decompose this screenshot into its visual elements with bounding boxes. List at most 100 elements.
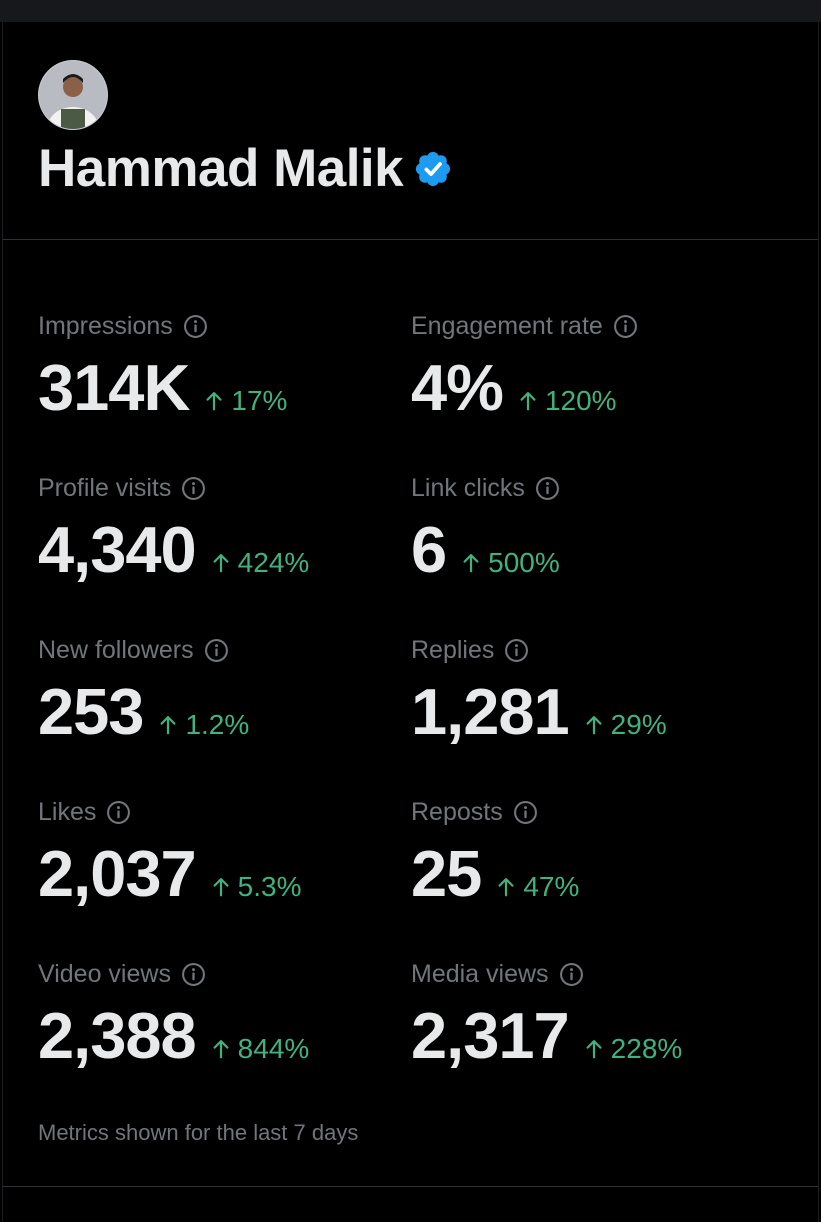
up-arrow [520,392,536,411]
up-arrow [586,716,602,735]
metric-label: Engagement rate [411,311,603,340]
metric-label: Video views [38,959,171,988]
metric-card: Impressions 314K 17% [38,306,411,468]
metric-label: Replies [411,635,495,664]
up-arrow [160,716,176,735]
metric-value-row: 4,340 424% [38,512,411,588]
metric-value: 25 [411,837,482,910]
metric-change: 29% [610,709,667,740]
metric-value: 2,037 [38,837,197,910]
metrics-grid: Impressions 314K 17% Engagement rate 4% 120% P… [38,306,798,1116]
metric-change: 424% [237,547,310,578]
info-icon[interactable] [181,962,206,987]
verified-badge [416,151,451,186]
metric-value: 314K [38,351,190,424]
metric-change-row: 5.3% [210,871,302,903]
metric-change: 228% [610,1033,683,1064]
metric-card: Replies 1,281 29% [411,630,784,792]
info-icon[interactable] [513,800,538,825]
metric-card: Reposts 25 47% [411,792,784,954]
metric-change: 47% [523,871,580,902]
metric-label-row: Media views [411,954,784,994]
metric-value-row: 4% 120% [411,350,784,426]
metric-value: 2,388 [38,999,197,1072]
metric-change-row: 47% [495,871,579,903]
metric-value-row: 253 1.2% [38,674,411,750]
info-icon[interactable] [559,962,584,987]
metric-value-row: 2,388 844% [38,998,411,1074]
metric-change-row: 17% [203,385,287,417]
metric-label-row: Engagement rate [411,306,784,346]
metric-label: Link clicks [411,473,525,502]
metric-change: 1.2% [185,709,250,740]
metric-value-row: 1,281 29% [411,674,784,750]
up-arrow [213,1040,229,1059]
metric-label-row: Profile visits [38,468,411,508]
metric-change-row: 500% [460,547,560,579]
metric-card: Link clicks 6 500% [411,468,784,630]
frame [2,22,819,1222]
up-arrow [586,1040,602,1059]
metric-value-row: 314K 17% [38,350,411,426]
metric-card: New followers 253 1.2% [38,630,411,792]
top-bar [0,0,821,22]
up-arrow [213,878,229,897]
divider [3,1186,818,1187]
metric-change: 120% [544,385,617,416]
metric-change-row: 29% [583,709,667,741]
profile-name: Hammad Malik [38,139,404,198]
up-arrow [463,554,479,573]
metric-label: New followers [38,635,194,664]
info-icon[interactable] [183,314,208,339]
metric-change-row: 228% [583,1033,683,1065]
metric-value-row: 6 500% [411,512,784,588]
profile-name-row: Hammad Malik [38,138,453,199]
metric-label: Likes [38,797,97,826]
avatar[interactable] [37,59,109,131]
info-icon[interactable] [106,800,131,825]
metric-change-row: 424% [210,547,310,579]
divider [3,239,818,240]
metric-label: Profile visits [38,473,172,502]
info-icon[interactable] [613,314,638,339]
up-arrow [498,878,514,897]
up-arrow [213,554,229,573]
metric-change-row: 120% [517,385,617,417]
metric-value: 1,281 [411,675,570,748]
metric-change: 500% [488,547,560,578]
metric-label: Media views [411,959,549,988]
metric-value-row: 2,317 228% [411,998,784,1074]
info-icon[interactable] [204,638,229,663]
metric-value: 6 [411,513,447,586]
up-arrow [206,392,222,411]
info-icon[interactable] [504,638,529,663]
metric-value: 4,340 [38,513,197,586]
metric-label-row: Reposts [411,792,784,832]
metric-label: Impressions [38,311,173,340]
metric-label-row: Impressions [38,306,411,346]
metric-value: 2,317 [411,999,570,1072]
info-icon[interactable] [181,476,206,501]
metric-card: Profile visits 4,340 424% [38,468,411,630]
metric-change-row: 844% [210,1033,310,1065]
metric-change: 844% [237,1033,310,1064]
metric-card: Likes 2,037 5.3% [38,792,411,954]
metric-label-row: Link clicks [411,468,784,508]
metric-card: Video views 2,388 844% [38,954,411,1116]
metric-value: 253 [38,675,144,748]
metric-card: Media views 2,317 228% [411,954,784,1116]
info-icon[interactable] [535,476,560,501]
footer-note: Metrics shown for the last 7 days [38,1120,359,1145]
metric-value-row: 25 47% [411,836,784,912]
metric-value-row: 2,037 5.3% [38,836,411,912]
metric-label-row: Video views [38,954,411,994]
metric-label-row: New followers [38,630,411,670]
metric-change: 5.3% [237,871,302,902]
metric-label-row: Replies [411,630,784,670]
metric-change-row: 1.2% [157,709,249,741]
metric-label: Reposts [411,797,503,826]
metric-value: 4% [411,351,504,424]
metric-card: Engagement rate 4% 120% [411,306,784,468]
metric-label-row: Likes [38,792,411,832]
